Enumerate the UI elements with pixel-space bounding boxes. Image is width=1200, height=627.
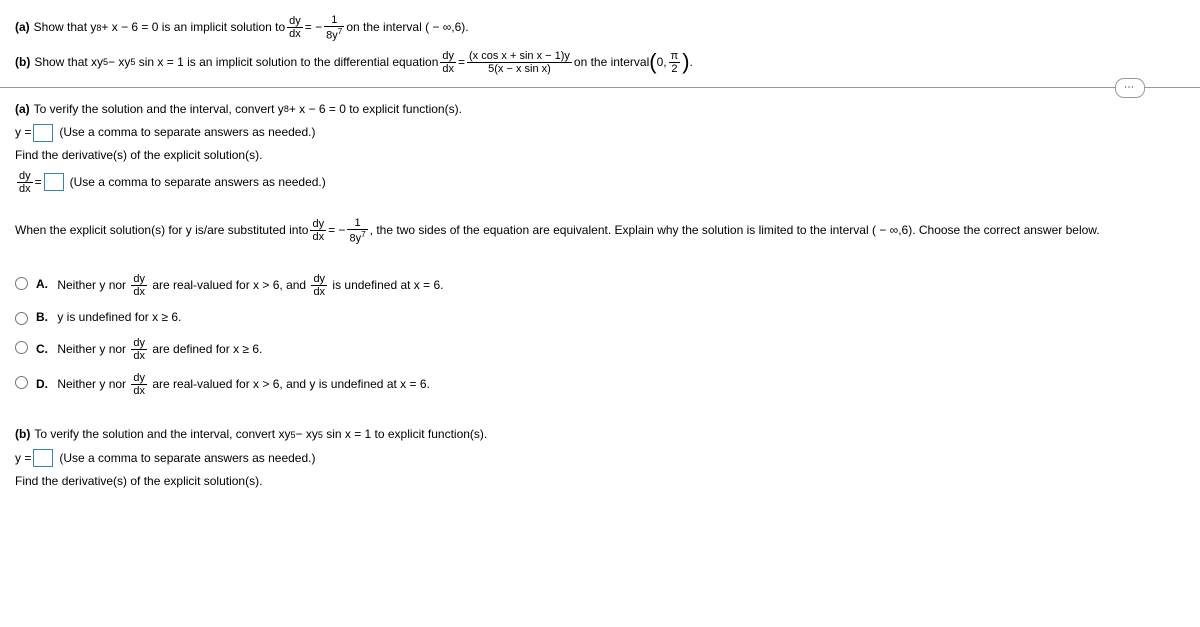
- interval-paren: ( 0, π2 ): [649, 50, 689, 75]
- radio-c[interactable]: [15, 341, 28, 354]
- label-a: (a): [15, 18, 30, 37]
- problem-b: (b) Show that xy5 − xy5 sin x = 1 is an …: [15, 50, 1185, 75]
- dydx-input[interactable]: [44, 173, 64, 191]
- label-b: (b): [15, 53, 30, 72]
- dydx-equals-row: dydx = (Use a comma to separate answers …: [15, 170, 1185, 195]
- y-input-b[interactable]: [33, 449, 53, 467]
- radio-a[interactable]: [15, 277, 28, 290]
- radio-b[interactable]: [15, 312, 28, 325]
- y-input[interactable]: [33, 124, 53, 142]
- explanation-line: When the explicit solution(s) for y is/a…: [15, 217, 1185, 245]
- divider: [0, 87, 1200, 88]
- more-icon[interactable]: ⋯: [1115, 78, 1145, 98]
- y-equals-row: y = (Use a comma to separate answers as …: [15, 123, 1185, 142]
- option-b[interactable]: B. y is undefined for x ≥ 6.: [15, 308, 1185, 327]
- section-b-line1: (b) To verify the solution and the inter…: [15, 425, 1185, 444]
- radio-d[interactable]: [15, 376, 28, 389]
- find-derivatives-text: Find the derivative(s) of the explicit s…: [15, 146, 1185, 165]
- problem-a: (a) Show that y8 + x − 6 = 0 is an impli…: [15, 14, 1185, 42]
- option-a[interactable]: A. Neither y nor dydx are real-valued fo…: [15, 273, 1185, 298]
- y-equals-row-b: y = (Use a comma to separate answers as …: [15, 449, 1185, 468]
- section-a-line1: (a) To verify the solution and the inter…: [15, 100, 1185, 119]
- find-derivatives-b: Find the derivative(s) of the explicit s…: [15, 472, 1185, 491]
- dydx-frac: dydx: [287, 15, 303, 40]
- option-d[interactable]: D. Neither y nor dydx are real-valued fo…: [15, 372, 1185, 397]
- option-c[interactable]: C. Neither y nor dydx are defined for x …: [15, 337, 1185, 362]
